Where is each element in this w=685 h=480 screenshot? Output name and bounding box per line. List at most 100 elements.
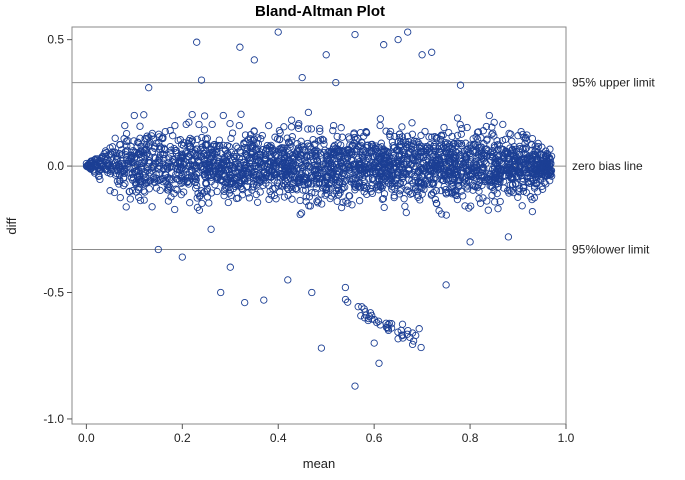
data-point (496, 178, 504, 186)
data-point (376, 170, 384, 178)
data-point (293, 140, 301, 148)
data-point (277, 154, 285, 162)
data-point (339, 184, 347, 192)
data-point (414, 167, 422, 176)
reference-line-labels: 95% upper limit zero bias line 95%lower li… (572, 76, 655, 257)
data-point (494, 205, 502, 213)
data-point (448, 160, 457, 168)
data-point (257, 176, 265, 184)
data-point (254, 139, 263, 148)
data-point (479, 194, 487, 202)
data-point (484, 206, 492, 214)
data-point (141, 153, 149, 161)
reference-line-label: 95% upper limit (572, 76, 655, 90)
data-point (515, 184, 524, 193)
data-point (530, 182, 539, 190)
data-point (425, 133, 433, 141)
data-point (272, 195, 280, 203)
data-point (491, 158, 500, 166)
data-point (284, 276, 292, 284)
data-point (258, 161, 266, 169)
data-point (205, 172, 213, 180)
data-point (344, 146, 353, 155)
data-point (429, 188, 438, 197)
data-point (350, 133, 359, 142)
data-point (508, 137, 516, 145)
data-point (424, 170, 432, 179)
data-point (509, 180, 517, 189)
data-point (283, 175, 291, 183)
data-point (307, 125, 316, 133)
data-point (171, 121, 179, 130)
data-point (265, 195, 273, 204)
data-point (456, 176, 464, 184)
data-point (195, 120, 203, 129)
data-point (400, 195, 408, 203)
data-point (169, 132, 177, 140)
data-point (490, 149, 498, 157)
data-point (398, 331, 406, 339)
data-point (386, 127, 395, 136)
data-point (479, 163, 487, 171)
data-point (534, 164, 542, 172)
data-point (453, 131, 462, 140)
data-point (267, 191, 276, 199)
data-point (217, 166, 226, 174)
data-point (504, 233, 513, 241)
data-point (333, 163, 342, 172)
data-point (116, 177, 124, 185)
data-point (362, 156, 370, 165)
data-point (433, 155, 441, 164)
data-point (323, 190, 331, 198)
data-point (329, 121, 338, 130)
data-point (134, 165, 143, 174)
data-point (270, 169, 278, 177)
data-point (490, 118, 498, 127)
data-point (252, 152, 261, 161)
data-point (457, 169, 465, 177)
y-tick-label: 0.5 (47, 33, 64, 47)
data-point (122, 129, 131, 138)
data-point (227, 134, 235, 143)
data-point (288, 133, 296, 141)
data-point (368, 144, 376, 152)
data-point (243, 144, 251, 152)
data-point (374, 317, 383, 325)
data-point (232, 173, 241, 182)
data-point (519, 130, 527, 139)
data-point (431, 147, 439, 156)
data-point (172, 175, 181, 183)
data-point (502, 147, 510, 155)
data-point (301, 161, 310, 169)
data-point (322, 51, 330, 59)
data-point (462, 139, 470, 147)
data-point (538, 182, 546, 190)
data-point (495, 152, 503, 160)
data-point (145, 133, 153, 142)
data-point (203, 140, 211, 148)
data-point (195, 168, 203, 177)
data-point (297, 142, 306, 150)
data-point (215, 136, 223, 144)
data-point (358, 151, 366, 160)
data-point (404, 182, 412, 191)
data-point (116, 193, 124, 202)
data-point (442, 211, 450, 219)
data-point (174, 152, 182, 161)
data-point (308, 189, 316, 197)
data-point (345, 166, 353, 174)
data-point (156, 186, 164, 195)
data-point (301, 157, 309, 165)
data-point (397, 151, 406, 159)
data-point (497, 158, 505, 166)
data-point (221, 153, 229, 161)
data-point (154, 245, 162, 254)
data-point (337, 203, 346, 212)
data-point (296, 210, 304, 219)
data-point (228, 129, 237, 137)
data-point (456, 120, 464, 129)
data-point (280, 193, 289, 201)
data-point (294, 124, 303, 133)
data-point (473, 135, 482, 143)
data-point (355, 197, 364, 205)
